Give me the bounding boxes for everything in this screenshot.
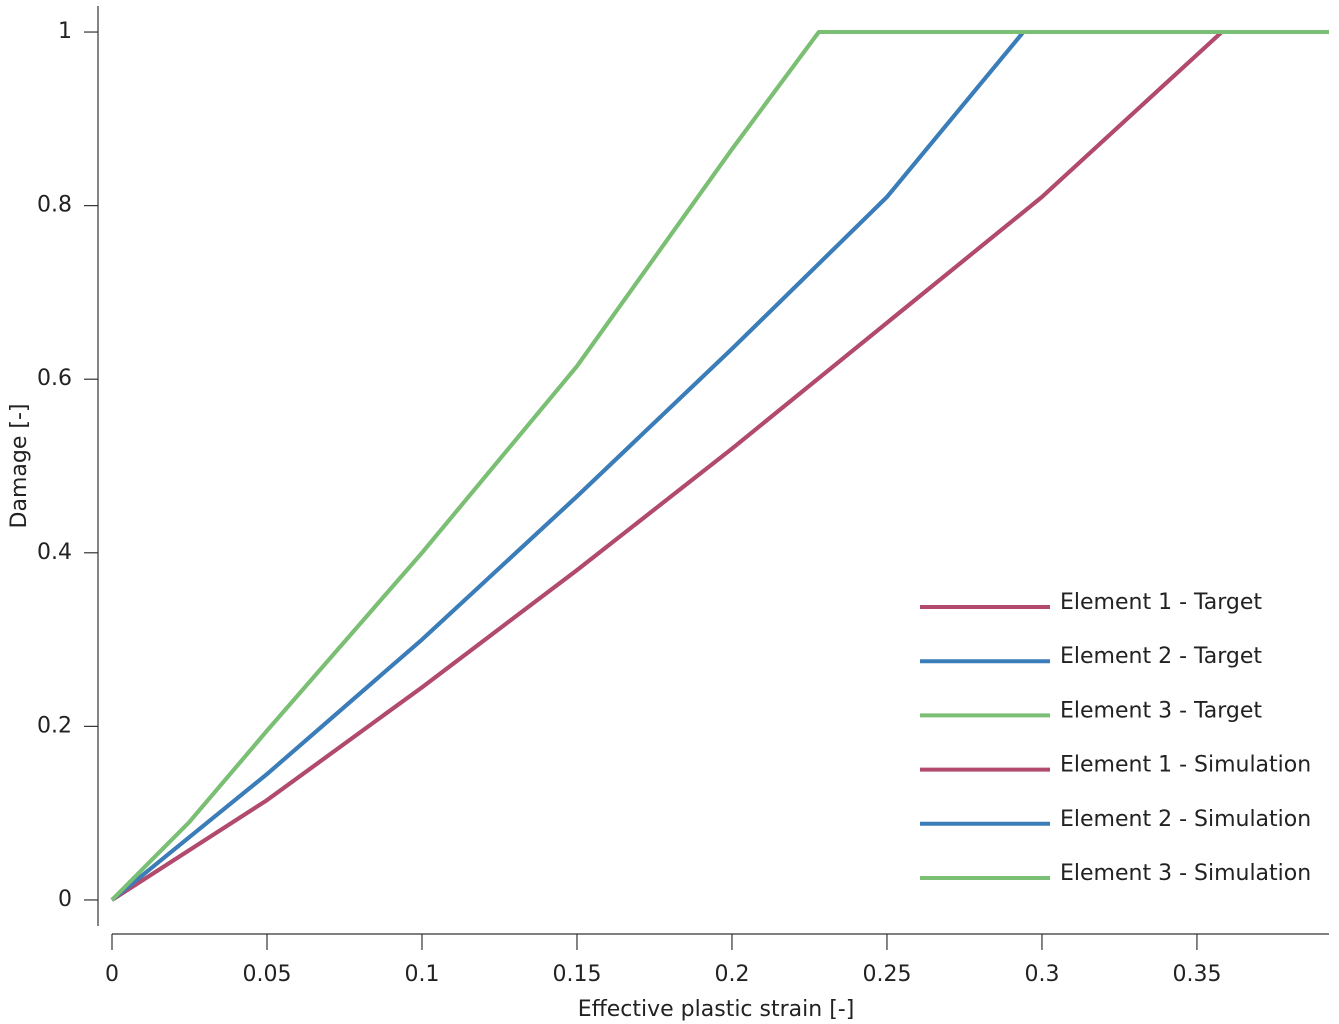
legend-label: Element 3 - Target (1060, 698, 1262, 723)
x-tick-label: 0.1 (404, 962, 439, 987)
x-tick-label: 0.15 (552, 962, 601, 987)
legend-label: Element 1 - Target (1060, 590, 1262, 615)
line (110, 30, 1329, 902)
y-tick-label: 0.2 (37, 713, 72, 738)
y-tick-label: 0.8 (37, 193, 72, 218)
x-axis-label: Effective plastic strain [-] (578, 997, 855, 1022)
line (110, 30, 1329, 902)
x-tick-label: 0.25 (862, 962, 911, 987)
y-tick-label: 0.4 (37, 540, 72, 565)
x-tick-label: 0.2 (714, 962, 749, 987)
legend-label: Element 1 - Simulation (1060, 753, 1311, 778)
line (110, 30, 1329, 902)
x-tick-label: 0.05 (243, 962, 292, 987)
legend-label: Element 2 - Target (1060, 644, 1262, 669)
y-tick-label: 1 (58, 19, 72, 44)
x-tick-label: 0.3 (1024, 962, 1059, 987)
x-tick-label: 0 (105, 962, 119, 987)
legend-label: Element 2 - Simulation (1060, 807, 1311, 832)
legend-label: Element 3 - Simulation (1060, 861, 1311, 886)
x-tick-label: 0.35 (1172, 962, 1221, 987)
y-axis-label: Damage [-] (7, 404, 32, 529)
y-tick-label: 0 (58, 887, 72, 912)
y-tick-label: 0.6 (37, 366, 72, 391)
